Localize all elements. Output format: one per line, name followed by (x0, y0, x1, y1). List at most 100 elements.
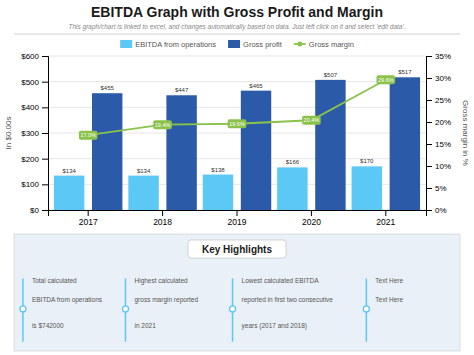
axis-line (427, 57, 433, 211)
data-label: $134 (137, 168, 151, 174)
data-label: $447 (175, 87, 189, 93)
highlight-text: gross margin reported (135, 296, 199, 304)
grid-line (48, 56, 426, 57)
bar (352, 166, 382, 210)
data-label-badge: 19.6% (228, 119, 247, 128)
y-tick: $0 (30, 206, 48, 215)
legend-swatch (228, 40, 240, 48)
y2-axis: 0%5%10%15%20%25%30%35% (426, 52, 451, 215)
y-tick: $100 (21, 180, 48, 189)
highlight-text: years (2017 and 2018) (242, 322, 307, 330)
y-axis: $0 $100 $200 $300 $400 $500 $600 (21, 52, 48, 215)
tick-label: $300 (21, 129, 39, 138)
data-labels: $134$134$138$166$170$455$447$465$507$517… (62, 69, 412, 173)
tick-label: $0 (30, 206, 39, 215)
tick-label: $200 (21, 155, 39, 164)
tick-label: 2019 (228, 217, 247, 227)
y-axis-title: In $0.00s (4, 117, 13, 150)
badge-background (302, 116, 321, 125)
data-label: 17.0% (80, 132, 96, 138)
line (88, 80, 386, 135)
data-label: 19.6% (229, 121, 245, 127)
bar (92, 93, 122, 210)
legend: EBITDA from operations Gross profit Gross … (120, 40, 354, 49)
tick-mark (42, 133, 48, 134)
data-label: $517 (398, 69, 412, 75)
bar (390, 77, 420, 210)
tick-mark (237, 210, 238, 216)
bar (315, 80, 345, 210)
data-label: $465 (249, 83, 263, 89)
tick-mark (426, 122, 432, 123)
chart-svg: EBITDA Graph with Gross Profit and Margi… (0, 0, 474, 355)
tick-label: 30% (435, 74, 451, 83)
y-tick: $600 (21, 52, 48, 61)
y2-tick: 0% (426, 206, 447, 215)
x-tick: 2019 (228, 210, 247, 227)
highlight-bullet (230, 306, 236, 312)
tick-mark (42, 210, 48, 211)
tick-label: 25% (435, 96, 451, 105)
tick-label: 5% (435, 184, 447, 193)
x-tick: 2018 (153, 210, 172, 227)
legend-marker (297, 42, 302, 47)
tick-mark (88, 210, 89, 216)
tick-mark (42, 159, 48, 160)
tick-mark (426, 166, 432, 167)
y-tick: $200 (21, 155, 48, 164)
highlights-title: Key Highlights (202, 244, 272, 255)
highlight-text: EBITDA from operations (32, 296, 103, 304)
axis-line (42, 57, 49, 211)
tick-label: 0% (435, 206, 447, 215)
x-tick: 2020 (302, 210, 321, 227)
y2-tick: 20% (426, 118, 451, 127)
data-label: 19.4% (155, 122, 171, 128)
highlight-text: is $742000 (32, 322, 64, 329)
highlight-bullet (123, 306, 129, 312)
data-label-badge: 17.0% (79, 131, 98, 140)
bar (241, 91, 271, 210)
bar (203, 175, 233, 210)
badge-background (153, 120, 172, 129)
y2-tick: 10% (426, 162, 451, 171)
tick-mark (426, 56, 432, 57)
data-label: 20.4% (304, 117, 320, 123)
highlight-text: in 2021 (135, 322, 157, 329)
data-label-badge: 29.6% (377, 75, 396, 84)
tick-label: $500 (21, 78, 39, 87)
tick-label: $100 (21, 180, 39, 189)
separator (14, 34, 460, 35)
y-tick: $300 (21, 129, 48, 138)
tick-mark (426, 78, 432, 79)
legend-item: Gross margin (294, 40, 354, 49)
highlights-title-box (188, 240, 286, 258)
y-tick: $500 (21, 78, 48, 87)
bar (54, 176, 84, 210)
plot-marks (54, 77, 420, 210)
badge-background (377, 75, 396, 84)
highlights-background (14, 234, 460, 351)
grid (48, 56, 426, 210)
y2-tick: 5% (426, 184, 447, 193)
tick-mark (311, 210, 312, 216)
tick-label: 35% (435, 52, 451, 61)
legend-swatch (120, 40, 132, 48)
axis-line (49, 211, 427, 217)
x-tick: 2017 (79, 210, 98, 227)
bar (128, 176, 158, 210)
legend-label: EBITDA from operations (135, 40, 216, 49)
data-label-badge: 19.4% (153, 120, 172, 129)
highlight-bullet (363, 306, 369, 312)
tick-mark (426, 100, 432, 101)
tick-label: $400 (21, 103, 39, 112)
tick-label: 10% (435, 162, 451, 171)
highlight-bullet (20, 306, 26, 312)
data-label: 29.6% (378, 77, 394, 83)
bar (166, 95, 196, 210)
legend-item: EBITDA from operations (120, 40, 216, 49)
tick-mark (162, 210, 163, 216)
data-label: $134 (62, 168, 76, 174)
tick-label: 2018 (153, 217, 172, 227)
legend-label: Gross profit (243, 40, 283, 49)
legend-label: Gross margin (309, 40, 354, 49)
